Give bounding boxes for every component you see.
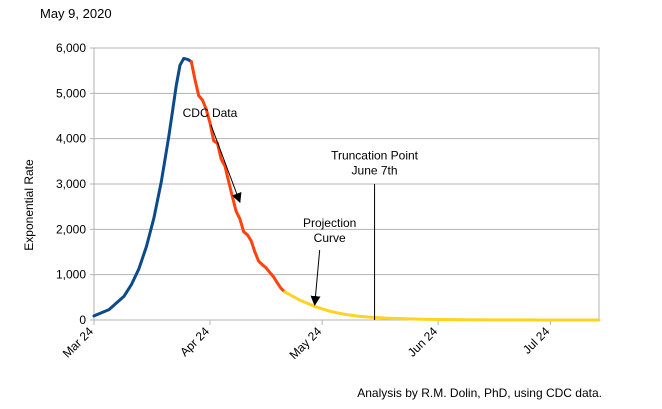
gridlines (94, 92, 599, 276)
annotation-projection-text: Curve (314, 231, 346, 245)
date-label: May 9, 2020 (40, 6, 112, 21)
growth-series-line (92, 56, 193, 318)
y-tick-label: 3,000 (56, 177, 86, 191)
x-tick-label: Mar 24 (60, 324, 97, 361)
y-axis-label: Exponential Rate (22, 159, 36, 251)
x-axis: Mar 24 Apr 24 May 24 Jun 24 Jul 24 (60, 320, 553, 362)
annotation-cdc-text: CDC Data (183, 106, 238, 120)
x-tick-label: Jul 24 (520, 324, 553, 357)
y-tick-label: 1,000 (56, 268, 86, 282)
y-tick-label: 6,000 (56, 41, 86, 55)
annotation-projection-arrow (310, 250, 321, 307)
y-tick-label: 4,000 (56, 132, 86, 146)
y-tick-label: 0 (79, 313, 86, 327)
x-tick-label: Jun 24 (405, 324, 441, 360)
annotation-projection-text: Projection (303, 216, 356, 230)
y-axis: 0 1,000 2,000 3,000 4,000 5,000 6,000 (56, 41, 94, 327)
y-tick-label: 2,000 (56, 222, 86, 236)
series-group (92, 56, 601, 322)
annotation-truncation-text: Truncation Point (331, 149, 419, 163)
projection-series-line (283, 290, 601, 322)
cdc-data-series-line (189, 60, 287, 294)
annotation-cdc-arrow (210, 124, 242, 204)
annotation-truncation-text: June 7th (352, 164, 398, 178)
y-tick-label: 5,000 (56, 86, 86, 100)
x-tick-label: Apr 24 (177, 324, 212, 359)
x-tick-label: May 24 (287, 324, 325, 362)
footnote: Analysis by R.M. Dolin, PhD, using CDC d… (357, 386, 602, 400)
